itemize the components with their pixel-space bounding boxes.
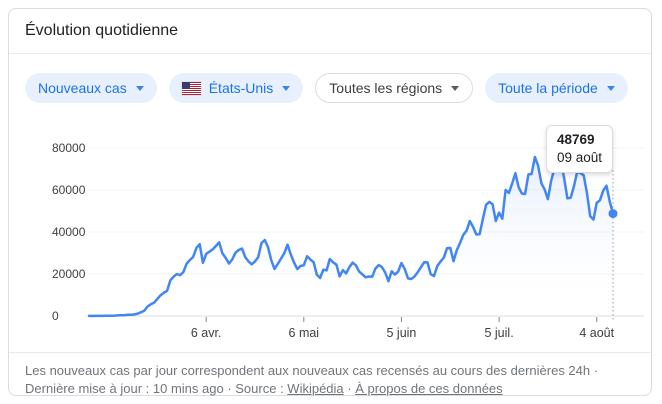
filter-chip-country[interactable]: États-Unis [168, 73, 304, 103]
chart-line [87, 155, 615, 318]
chevron-down-icon [282, 85, 291, 91]
card-header: Évolution quotidienne [9, 9, 651, 54]
chevron-down-icon [135, 85, 144, 91]
filter-chip-period-label: Toute la période [498, 80, 598, 96]
footer-description: Les nouveaux cas par jour correspondent … [25, 363, 599, 397]
y-axis-label: 20000 [52, 267, 86, 281]
chevron-down-icon [451, 85, 460, 91]
y-axis-label: 60000 [52, 183, 86, 197]
data-point-marker[interactable] [608, 209, 618, 219]
y-axis-label: 0 [52, 309, 59, 323]
footer-separator: · [223, 381, 236, 397]
daily-evolution-card: Évolution quotidienne Nouveaux cas États… [8, 8, 652, 396]
filter-chip-metric-label: Nouveaux cas [38, 80, 127, 96]
footer-divider [9, 352, 651, 353]
footer-text: Les nouveaux cas par jour correspondent … [9, 353, 651, 399]
footer-source-label: Source : [235, 381, 288, 397]
filter-chip-period[interactable]: Toute la période [485, 73, 628, 103]
chevron-down-icon [606, 85, 615, 91]
tooltip-date: 09 août [556, 150, 602, 165]
filter-chip-region-label: Toutes les régions [329, 80, 443, 96]
chart-area: 0 20000 40000 60000 80000 6 avr. 6 mai 5 juin 5 … [9, 114, 651, 345]
y-axis-label: 80000 [52, 141, 86, 155]
x-axis-label: 4 août [579, 326, 614, 340]
about-data-link[interactable]: À propos de ces données [355, 381, 503, 397]
x-axis-label: 5 juil. [484, 326, 513, 340]
wikipedia-link[interactable]: Wikipédia [287, 381, 344, 397]
tooltip-value: 48769 [556, 132, 595, 147]
page-title: Évolution quotidienne [25, 22, 179, 39]
filter-bar: Nouveaux cas États-Unis Toutes les régio… [9, 54, 651, 114]
tooltip: 48769 09 août [545, 125, 613, 173]
us-flag-icon [181, 81, 201, 95]
footer-separator: · [343, 381, 356, 397]
filter-chip-region[interactable]: Toutes les régions [315, 73, 474, 103]
chart-area-fill [89, 157, 613, 316]
y-axis-label: 40000 [52, 225, 86, 239]
x-axis-label: 5 juin [387, 326, 417, 340]
x-axis-label: 6 avr. [191, 326, 222, 340]
x-axis-label: 6 mai [289, 326, 320, 340]
filter-chip-country-label: États-Unis [208, 80, 274, 96]
filter-chip-metric[interactable]: Nouveaux cas [25, 73, 157, 103]
